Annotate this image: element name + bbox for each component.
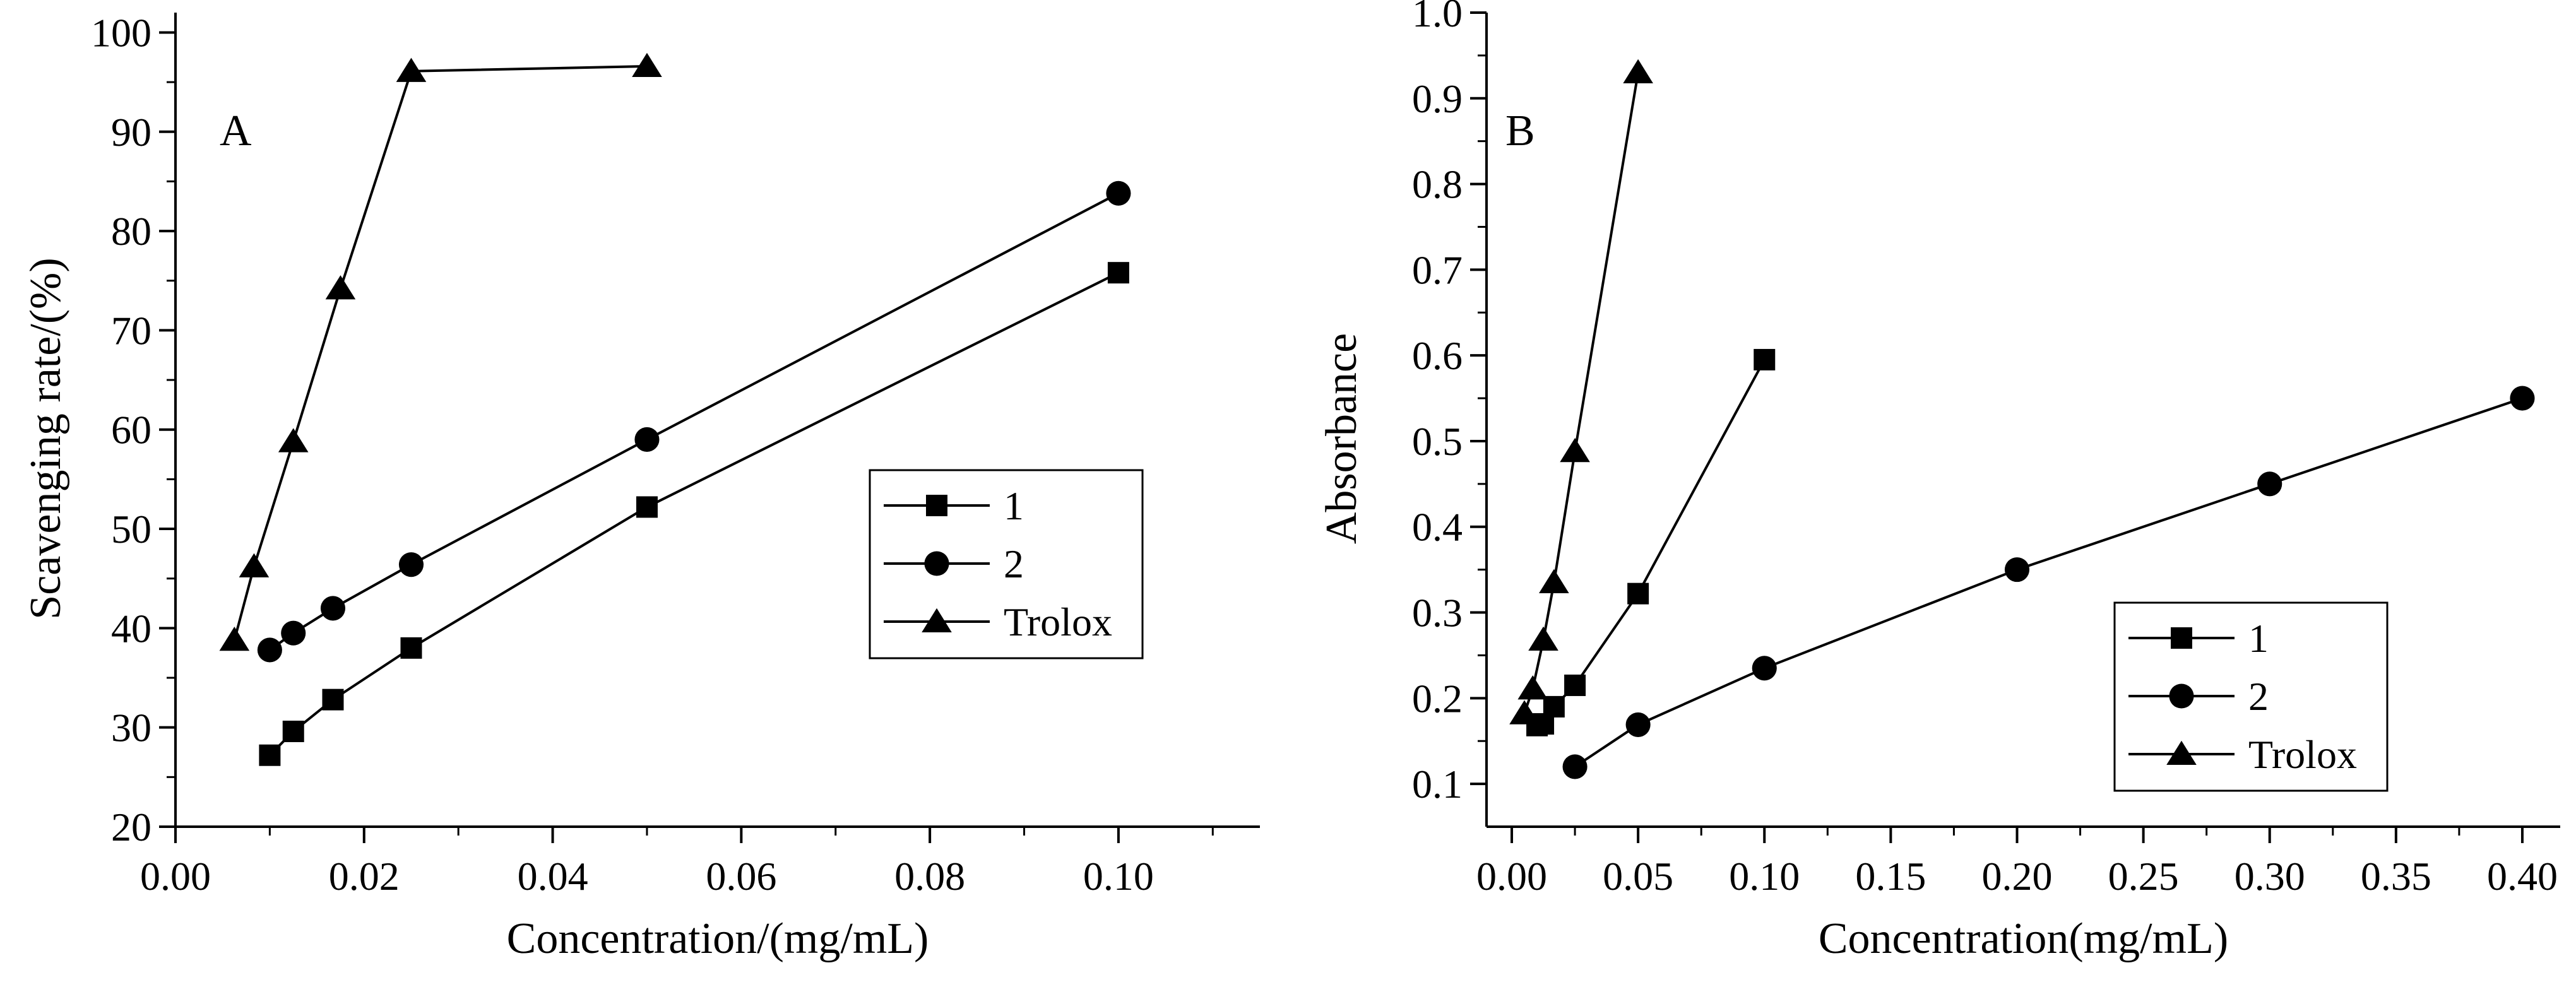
legend-marker-2	[924, 551, 949, 576]
data-point-1	[322, 689, 344, 711]
data-point-1	[259, 744, 281, 766]
data-point-2	[281, 620, 306, 646]
legend-label-2: 2	[2248, 674, 2269, 719]
data-point-trolox	[1509, 700, 1540, 724]
x-tick-label-b: 0.25	[2108, 854, 2179, 899]
data-point-2	[1106, 180, 1131, 206]
x-axis-title-a: Concentration/(mg/mL)	[507, 914, 929, 963]
y-tick-label-b: 0.2	[1412, 676, 1463, 721]
y-tick-label-b: 0.3	[1412, 591, 1463, 635]
y-tick-label-a: 60	[111, 408, 151, 452]
data-point-trolox	[1560, 437, 1590, 463]
data-point-1	[1107, 262, 1129, 284]
y-tick-label-b: 0.4	[1412, 505, 1463, 550]
data-point-trolox	[1623, 59, 1653, 84]
legend-marker-trolox	[922, 608, 952, 632]
x-tick-label-b: 0.05	[1603, 854, 1673, 899]
x-axis-title-b: Concentration(mg/mL)	[1819, 914, 2228, 963]
y-tick-label-a: 90	[111, 110, 151, 155]
legend-label-trolox: Trolox	[2248, 732, 2357, 777]
x-tick-label-b: 0.40	[2487, 854, 2558, 899]
panel-label-a: A	[220, 107, 252, 155]
x-tick-label-a: 0.08	[894, 854, 965, 899]
y-tick-label-b: 1.0	[1412, 0, 1463, 35]
data-point-2	[1752, 656, 1777, 681]
legend-marker-trolox	[2166, 740, 2197, 765]
x-tick-label-a: 0.00	[140, 854, 211, 899]
legend-label-1: 1	[2248, 616, 2269, 661]
x-tick-label-a: 0.10	[1083, 854, 1154, 899]
y-tick-label-b: 0.8	[1412, 162, 1463, 207]
x-tick-label-b: 0.00	[1476, 854, 1547, 899]
y-tick-label-a: 100	[91, 10, 151, 55]
data-point-1	[400, 637, 422, 659]
data-point-1	[1543, 695, 1565, 718]
data-point-2	[257, 637, 282, 663]
data-point-1	[282, 720, 304, 742]
data-point-trolox	[632, 52, 662, 77]
legend-label-trolox: Trolox	[1004, 600, 1112, 644]
x-tick-label-b: 0.35	[2361, 854, 2431, 899]
data-point-2	[2257, 471, 2282, 497]
series-line-trolox	[233, 65, 648, 641]
series-line-1	[1536, 358, 1766, 727]
series-line-2	[1574, 397, 2523, 768]
x-tick-label-a: 0.06	[706, 854, 776, 899]
data-point-trolox	[239, 553, 270, 577]
data-point-trolox	[1539, 569, 1569, 593]
chart-panel-a: 20 30 40 50 60 70 80 90 100 0.00 0.02 0.04 0.06 0.08 0…	[21, 10, 1260, 963]
data-point-2	[398, 552, 424, 577]
y-tick-label-b: 0.6	[1412, 333, 1463, 378]
data-point-trolox	[1517, 675, 1548, 700]
y-axis-title-a: Scavenging rate/(%)	[21, 257, 70, 619]
y-tick-label-b: 0.9	[1412, 76, 1463, 121]
y-tick-label-a: 50	[111, 507, 151, 552]
y-tick-label-b: 0.5	[1412, 419, 1463, 464]
y-tick-label-a: 30	[111, 706, 151, 750]
x-tick-label-b: 0.30	[2235, 854, 2305, 899]
data-point-trolox	[278, 428, 309, 452]
data-point-2	[320, 596, 346, 621]
legend-marker-2	[2169, 683, 2194, 709]
x-tick-label-b: 0.20	[1981, 854, 2052, 899]
chart-panel-b: 0.1 0.2 0.3 0.4 0.5 0.6 0.7 0.8 0.9 1.0 0.00 0.05 0.…	[1317, 0, 2560, 963]
data-point-2	[2510, 386, 2535, 411]
data-point-2	[634, 427, 660, 452]
y-axis-title-b: Absorbance	[1317, 333, 1366, 544]
y-tick-label-b: 0.1	[1412, 762, 1463, 807]
y-tick-label-a: 40	[111, 606, 151, 651]
y-tick-label-a: 80	[111, 209, 151, 254]
data-point-2	[1625, 712, 1651, 737]
data-point-1	[1564, 674, 1586, 696]
data-point-1	[636, 496, 658, 518]
data-point-2	[1562, 754, 1588, 779]
y-tick-label-a: 70	[111, 308, 151, 353]
data-point-trolox	[219, 626, 250, 651]
x-tick-label-b: 0.15	[1855, 854, 1926, 899]
data-point-trolox	[1528, 626, 1558, 651]
x-tick-label-a: 0.04	[518, 854, 588, 899]
x-tick-label-b: 0.10	[1729, 854, 1800, 899]
x-tick-label-a: 0.02	[329, 854, 400, 899]
legend-marker-1	[2171, 627, 2192, 649]
legend-label-1: 1	[1004, 483, 1024, 528]
data-point-1	[1754, 348, 1776, 370]
panel-label-b: B	[1505, 107, 1535, 155]
data-point-1	[1627, 582, 1649, 605]
y-tick-label-a: 20	[111, 805, 151, 849]
data-point-trolox	[325, 275, 356, 300]
y-tick-label-b: 0.7	[1412, 247, 1463, 292]
data-point-trolox	[396, 57, 427, 82]
data-point-2	[2004, 557, 2030, 582]
legend-marker-1	[926, 495, 947, 516]
legend-label-2: 2	[1004, 541, 1024, 586]
